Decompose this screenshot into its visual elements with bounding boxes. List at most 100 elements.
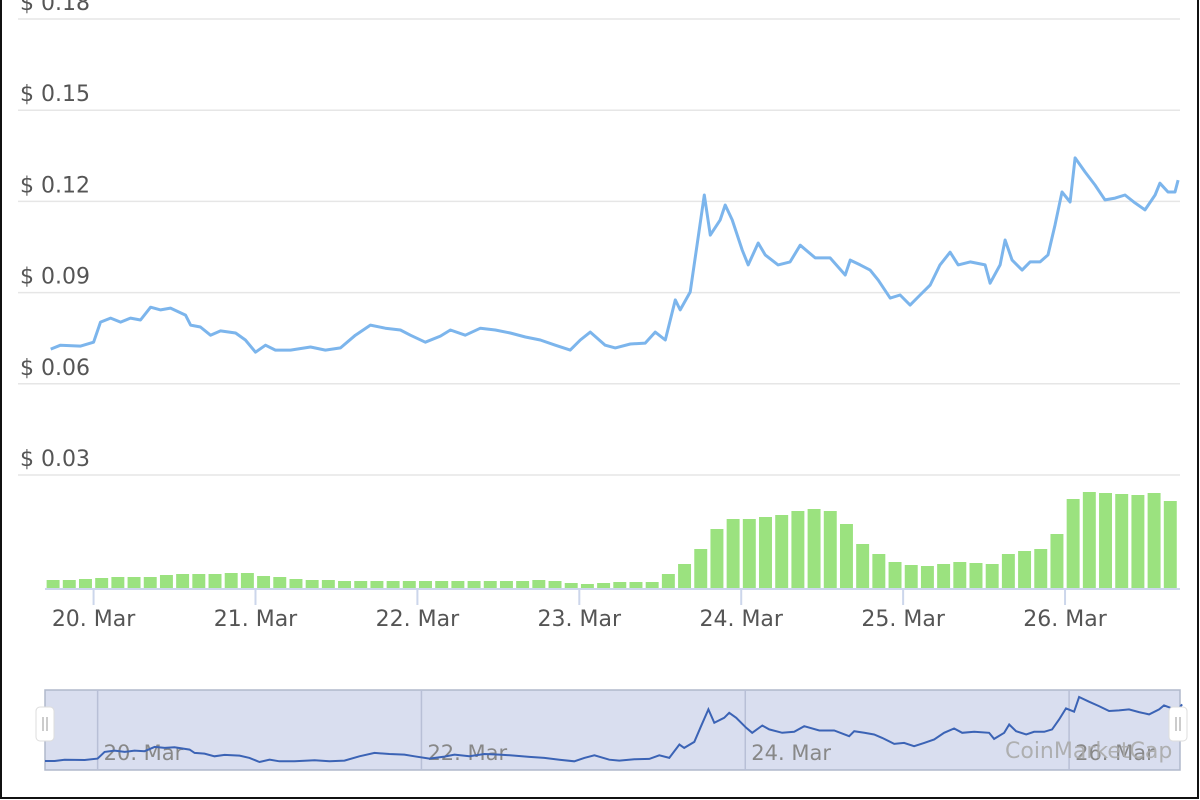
volume-bar: [79, 579, 92, 589]
y-tick-label: $ 0.06: [20, 356, 90, 381]
volume-bar: [1034, 549, 1048, 589]
volume-bar: [127, 577, 141, 589]
volume-bar: [46, 580, 60, 589]
volume-bar: [904, 565, 918, 589]
volume-bar: [483, 581, 497, 589]
volume-bar: [710, 529, 724, 589]
volume-bar: [532, 580, 546, 589]
x-tick-label: 22. Mar: [376, 607, 460, 632]
navigator-handle[interactable]: [35, 706, 55, 742]
x-tick-label: 20. Mar: [52, 607, 136, 632]
volume-bar: [953, 562, 967, 589]
volume-bar: [1018, 551, 1032, 589]
watermark: CoinMarketCap: [1005, 739, 1172, 764]
volume-bar: [969, 563, 983, 589]
volume-bar: [95, 578, 109, 589]
volume-bar: [661, 574, 675, 589]
volume-bar: [1099, 493, 1112, 589]
volume-bar: [872, 554, 886, 589]
volume-bar: [564, 583, 578, 589]
volume-bar: [159, 575, 173, 589]
volume-bar: [678, 564, 692, 589]
volume-bar: [224, 573, 238, 589]
volume-bar: [985, 564, 999, 589]
volume-bar: [62, 580, 76, 589]
volume-bar: [208, 574, 222, 589]
navigator[interactable]: 20. Mar 22. Mar 24. Mar 26. MarCoinMarketCa…: [35, 689, 1188, 771]
volume-bar: [111, 577, 125, 589]
y-tick-label: $ 0.12: [20, 173, 90, 198]
volume-bars: [46, 492, 1177, 589]
volume-bar: [726, 519, 740, 589]
navigator-tick-label: 24. Mar: [751, 741, 831, 765]
navigator-tick-label: 26. Mar: [1075, 741, 1155, 765]
volume-bar: [597, 583, 611, 589]
volume-bar: [856, 544, 870, 589]
volume-bar: [176, 574, 190, 589]
x-tick-label: 26. Mar: [1023, 607, 1107, 632]
volume-bar: [1082, 492, 1096, 589]
volume-bar: [143, 577, 157, 589]
y-tick-label: $ 0.15: [20, 82, 90, 107]
volume-bar: [742, 519, 756, 589]
volume-bar: [370, 581, 384, 589]
y-tick-label: $ 0.03: [20, 447, 90, 472]
volume-bar: [435, 581, 449, 589]
volume-bar: [580, 584, 594, 589]
volume-bar: [839, 524, 853, 589]
volume-bar: [451, 581, 465, 589]
volume-bar: [759, 517, 772, 589]
grid: $ 0.03 $ 0.06 $ 0.09 $ 0.12 $ 0.15 $ 0.18: [18, 0, 1180, 476]
volume-bar: [807, 509, 821, 589]
navigator-handle[interactable]: [1168, 706, 1188, 742]
volume-bar: [386, 581, 400, 589]
volume-bar: [289, 579, 303, 589]
volume-bar: [273, 577, 287, 589]
volume-bar: [694, 549, 708, 589]
volume-bar: [402, 581, 416, 589]
volume-bar: [516, 581, 530, 589]
volume-bar: [305, 580, 319, 589]
volume-bar: [419, 581, 432, 589]
x-tick-label: 23. Mar: [538, 607, 622, 632]
volume-bar: [499, 581, 513, 589]
x-axis: 20. Mar 21. Mar 22. Mar 23. Mar 24. Mar 25. M…: [45, 588, 1180, 632]
navigator-tick-label: 20. Mar: [104, 741, 184, 765]
volume-bar: [240, 573, 254, 589]
volume-bar: [1147, 493, 1161, 589]
x-tick-label: 21. Mar: [214, 607, 298, 632]
volume-bar: [613, 582, 627, 589]
volume-bar: [354, 581, 368, 589]
volume-bar: [888, 562, 902, 589]
volume-bar: [1163, 501, 1177, 589]
volume-bar: [338, 581, 352, 589]
navigator-line: [45, 695, 1183, 764]
volume-bar: [1115, 494, 1129, 589]
volume-bar: [1131, 495, 1145, 589]
x-tick-label: 24. Mar: [699, 607, 783, 632]
volume-bar: [920, 566, 934, 589]
volume-bar: [1050, 534, 1064, 589]
volume-bar: [321, 580, 335, 589]
navigator-tick-label: 22. Mar: [427, 741, 507, 765]
volume-bar: [937, 564, 951, 589]
y-tick-label: $ 0.09: [20, 265, 90, 290]
x-tick-label: 25. Mar: [861, 607, 945, 632]
volume-bar: [645, 582, 659, 589]
volume-bar: [192, 574, 206, 589]
volume-bar: [791, 511, 805, 589]
volume-bar: [1001, 554, 1015, 589]
volume-bar: [467, 581, 481, 589]
volume-bar: [775, 515, 789, 589]
y-tick-label: $ 0.18: [20, 0, 90, 16]
volume-bar: [823, 511, 837, 589]
volume-bar: [629, 582, 643, 589]
volume-bar: [257, 576, 271, 589]
price-plot: [50, 156, 1180, 354]
volume-bar: [1066, 499, 1080, 589]
volume-bar: [548, 581, 562, 589]
